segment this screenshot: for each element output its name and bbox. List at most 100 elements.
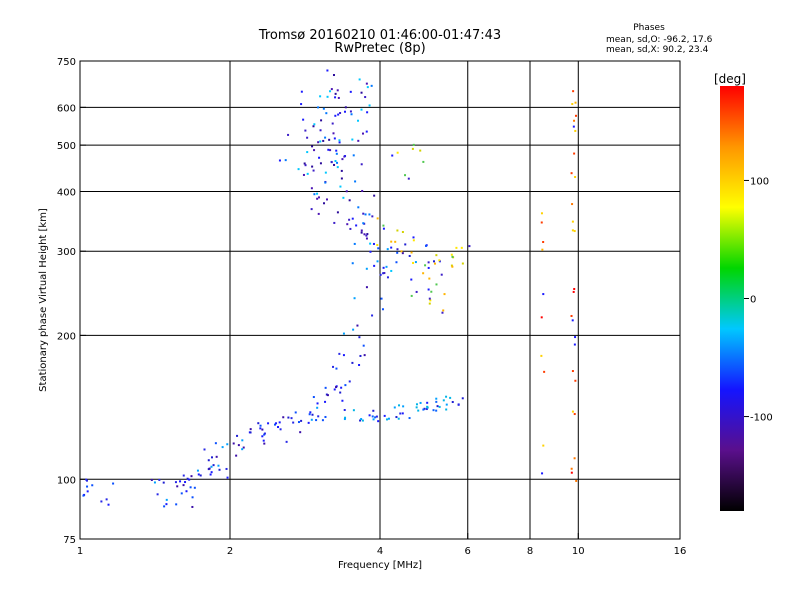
data-point — [324, 386, 327, 389]
x-tick-label: 1 — [77, 546, 83, 557]
data-point — [340, 169, 343, 172]
data-point — [344, 416, 347, 419]
data-point — [316, 192, 319, 195]
data-point — [427, 266, 430, 269]
data-point — [355, 224, 358, 227]
data-point — [390, 240, 393, 243]
data-point — [357, 206, 360, 209]
data-point — [396, 151, 399, 154]
data-point — [442, 399, 445, 402]
data-point — [572, 125, 575, 128]
data-point — [365, 267, 368, 270]
data-point — [361, 189, 364, 192]
data-point — [184, 481, 187, 484]
data-point — [411, 147, 414, 150]
data-point — [302, 118, 305, 121]
data-point — [318, 196, 321, 199]
data-point — [309, 411, 312, 414]
data-point — [368, 104, 371, 107]
data-point — [261, 428, 264, 431]
data-point — [342, 332, 345, 335]
data-point — [317, 212, 320, 215]
data-point — [311, 413, 314, 416]
data-point — [334, 114, 337, 117]
x-tick-label: 16 — [674, 546, 687, 557]
data-point — [574, 336, 577, 339]
data-point — [333, 221, 336, 224]
data-point — [382, 272, 385, 275]
data-point — [375, 415, 378, 418]
data-point — [365, 82, 368, 85]
data-point — [336, 89, 339, 92]
data-point — [214, 442, 217, 445]
data-point — [408, 254, 411, 257]
data-point — [86, 485, 89, 488]
data-point — [210, 471, 213, 474]
data-point — [360, 229, 363, 232]
data-point — [321, 419, 324, 422]
data-point — [373, 264, 376, 267]
data-point — [163, 505, 166, 508]
data-point — [435, 254, 438, 257]
data-point — [342, 354, 345, 357]
data-point — [438, 259, 441, 262]
data-point — [360, 418, 363, 421]
data-point — [401, 230, 404, 233]
data-point — [382, 266, 385, 269]
data-point — [329, 90, 332, 93]
data-point — [197, 473, 200, 476]
data-point — [371, 215, 374, 218]
data-point — [257, 422, 260, 425]
data-point — [263, 433, 266, 436]
data-point — [386, 248, 389, 251]
data-point — [368, 213, 371, 216]
data-point — [369, 242, 372, 245]
data-point — [334, 96, 337, 99]
data-point — [396, 229, 399, 232]
data-point — [335, 386, 338, 389]
data-point — [574, 114, 577, 117]
data-point — [193, 486, 196, 489]
data-point — [332, 132, 335, 135]
data-point — [445, 395, 448, 398]
data-point — [570, 172, 573, 175]
data-point — [371, 415, 374, 418]
data-point — [242, 446, 245, 449]
data-point — [297, 168, 300, 171]
data-point — [461, 397, 464, 400]
data-point — [410, 251, 413, 254]
data-point — [316, 402, 319, 405]
data-point — [371, 314, 374, 317]
data-point — [377, 420, 380, 423]
data-point — [377, 247, 380, 250]
data-point — [396, 248, 399, 251]
data-point — [451, 401, 454, 404]
data-point — [261, 435, 264, 438]
data-point — [572, 290, 575, 293]
data-point — [335, 149, 338, 152]
data-point — [182, 474, 185, 477]
data-point — [385, 418, 388, 421]
data-point — [442, 309, 445, 312]
data-point — [212, 464, 215, 467]
data-point — [319, 162, 322, 165]
data-point — [302, 173, 305, 176]
data-point — [415, 406, 418, 409]
data-point — [333, 388, 336, 391]
data-point — [540, 212, 543, 215]
data-point — [427, 288, 430, 291]
data-point — [435, 397, 438, 400]
data-point — [424, 264, 427, 267]
data-point — [313, 123, 316, 126]
data-point — [107, 503, 110, 506]
data-point — [394, 240, 397, 243]
data-point — [226, 443, 229, 446]
data-point — [326, 95, 329, 98]
data-point — [573, 119, 576, 122]
y-tick-label: 600 — [57, 103, 76, 114]
data-point — [461, 262, 464, 265]
data-point — [372, 409, 375, 412]
data-point — [370, 84, 373, 87]
data-point — [571, 220, 574, 223]
